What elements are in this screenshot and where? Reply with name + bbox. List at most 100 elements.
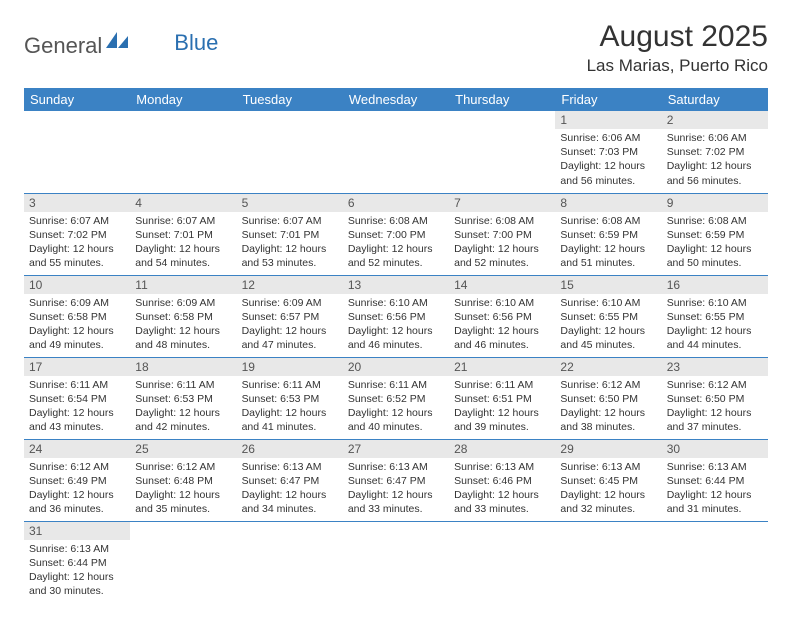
day-number: 20 bbox=[343, 358, 449, 376]
day-detail: Sunrise: 6:08 AMSunset: 6:59 PMDaylight:… bbox=[555, 212, 661, 275]
title-block: August 2025 Las Marias, Puerto Rico bbox=[587, 20, 768, 76]
day-number: 24 bbox=[24, 440, 130, 458]
calendar-cell: 7Sunrise: 6:08 AMSunset: 7:00 PMDaylight… bbox=[449, 193, 555, 275]
calendar-body: 1Sunrise: 6:06 AMSunset: 7:03 PMDaylight… bbox=[24, 111, 768, 603]
day-detail: Sunrise: 6:11 AMSunset: 6:53 PMDaylight:… bbox=[130, 376, 236, 439]
calendar-cell: 20Sunrise: 6:11 AMSunset: 6:52 PMDayligh… bbox=[343, 357, 449, 439]
calendar-cell bbox=[237, 521, 343, 603]
day-detail: Sunrise: 6:10 AMSunset: 6:56 PMDaylight:… bbox=[449, 294, 555, 357]
day-detail: Sunrise: 6:09 AMSunset: 6:58 PMDaylight:… bbox=[130, 294, 236, 357]
calendar-cell: 25Sunrise: 6:12 AMSunset: 6:48 PMDayligh… bbox=[130, 439, 236, 521]
calendar-cell: 14Sunrise: 6:10 AMSunset: 6:56 PMDayligh… bbox=[449, 275, 555, 357]
day-number: 19 bbox=[237, 358, 343, 376]
day-number: 3 bbox=[24, 194, 130, 212]
calendar-cell: 21Sunrise: 6:11 AMSunset: 6:51 PMDayligh… bbox=[449, 357, 555, 439]
day-detail: Sunrise: 6:13 AMSunset: 6:45 PMDaylight:… bbox=[555, 458, 661, 521]
day-number: 29 bbox=[555, 440, 661, 458]
calendar-cell: 28Sunrise: 6:13 AMSunset: 6:46 PMDayligh… bbox=[449, 439, 555, 521]
logo: GeneralBlue bbox=[24, 28, 218, 64]
calendar-cell bbox=[662, 521, 768, 603]
calendar-page: GeneralBlue August 2025 Las Marias, Puer… bbox=[0, 0, 792, 623]
day-detail: Sunrise: 6:11 AMSunset: 6:51 PMDaylight:… bbox=[449, 376, 555, 439]
day-detail: Sunrise: 6:07 AMSunset: 7:01 PMDaylight:… bbox=[130, 212, 236, 275]
day-detail: Sunrise: 6:10 AMSunset: 6:56 PMDaylight:… bbox=[343, 294, 449, 357]
calendar-cell: 11Sunrise: 6:09 AMSunset: 6:58 PMDayligh… bbox=[130, 275, 236, 357]
day-number: 28 bbox=[449, 440, 555, 458]
day-number: 11 bbox=[130, 276, 236, 294]
calendar-row: 17Sunrise: 6:11 AMSunset: 6:54 PMDayligh… bbox=[24, 357, 768, 439]
calendar-cell: 19Sunrise: 6:11 AMSunset: 6:53 PMDayligh… bbox=[237, 357, 343, 439]
day-detail: Sunrise: 6:09 AMSunset: 6:57 PMDaylight:… bbox=[237, 294, 343, 357]
calendar-cell: 5Sunrise: 6:07 AMSunset: 7:01 PMDaylight… bbox=[237, 193, 343, 275]
day-detail: Sunrise: 6:10 AMSunset: 6:55 PMDaylight:… bbox=[555, 294, 661, 357]
day-detail: Sunrise: 6:11 AMSunset: 6:54 PMDaylight:… bbox=[24, 376, 130, 439]
calendar-cell: 26Sunrise: 6:13 AMSunset: 6:47 PMDayligh… bbox=[237, 439, 343, 521]
weekday-header: Friday bbox=[555, 88, 661, 111]
calendar-cell: 27Sunrise: 6:13 AMSunset: 6:47 PMDayligh… bbox=[343, 439, 449, 521]
calendar-cell: 4Sunrise: 6:07 AMSunset: 7:01 PMDaylight… bbox=[130, 193, 236, 275]
calendar-cell bbox=[130, 111, 236, 193]
logo-sail-icon bbox=[106, 28, 128, 54]
calendar-table: Sunday Monday Tuesday Wednesday Thursday… bbox=[24, 88, 768, 603]
calendar-cell: 6Sunrise: 6:08 AMSunset: 7:00 PMDaylight… bbox=[343, 193, 449, 275]
day-detail: Sunrise: 6:10 AMSunset: 6:55 PMDaylight:… bbox=[662, 294, 768, 357]
day-number: 12 bbox=[237, 276, 343, 294]
calendar-cell: 2Sunrise: 6:06 AMSunset: 7:02 PMDaylight… bbox=[662, 111, 768, 193]
day-detail: Sunrise: 6:12 AMSunset: 6:50 PMDaylight:… bbox=[555, 376, 661, 439]
day-detail: Sunrise: 6:13 AMSunset: 6:46 PMDaylight:… bbox=[449, 458, 555, 521]
day-number: 22 bbox=[555, 358, 661, 376]
calendar-cell: 10Sunrise: 6:09 AMSunset: 6:58 PMDayligh… bbox=[24, 275, 130, 357]
day-number: 23 bbox=[662, 358, 768, 376]
weekday-header: Monday bbox=[130, 88, 236, 111]
calendar-cell: 16Sunrise: 6:10 AMSunset: 6:55 PMDayligh… bbox=[662, 275, 768, 357]
header: GeneralBlue August 2025 Las Marias, Puer… bbox=[24, 20, 768, 76]
day-number: 10 bbox=[24, 276, 130, 294]
day-number: 31 bbox=[24, 522, 130, 540]
day-number: 5 bbox=[237, 194, 343, 212]
location: Las Marias, Puerto Rico bbox=[587, 56, 768, 76]
calendar-cell bbox=[343, 111, 449, 193]
day-detail: Sunrise: 6:06 AMSunset: 7:02 PMDaylight:… bbox=[662, 129, 768, 192]
calendar-row: 1Sunrise: 6:06 AMSunset: 7:03 PMDaylight… bbox=[24, 111, 768, 193]
logo-text-blue: Blue bbox=[174, 30, 218, 56]
calendar-cell bbox=[449, 111, 555, 193]
day-detail: Sunrise: 6:13 AMSunset: 6:44 PMDaylight:… bbox=[662, 458, 768, 521]
weekday-header: Sunday bbox=[24, 88, 130, 111]
calendar-cell bbox=[24, 111, 130, 193]
calendar-row: 24Sunrise: 6:12 AMSunset: 6:49 PMDayligh… bbox=[24, 439, 768, 521]
calendar-row: 3Sunrise: 6:07 AMSunset: 7:02 PMDaylight… bbox=[24, 193, 768, 275]
calendar-cell bbox=[555, 521, 661, 603]
day-number: 30 bbox=[662, 440, 768, 458]
weekday-header: Thursday bbox=[449, 88, 555, 111]
calendar-cell bbox=[343, 521, 449, 603]
calendar-cell bbox=[237, 111, 343, 193]
calendar-cell: 3Sunrise: 6:07 AMSunset: 7:02 PMDaylight… bbox=[24, 193, 130, 275]
day-detail: Sunrise: 6:13 AMSunset: 6:47 PMDaylight:… bbox=[237, 458, 343, 521]
weekday-header-row: Sunday Monday Tuesday Wednesday Thursday… bbox=[24, 88, 768, 111]
calendar-cell: 18Sunrise: 6:11 AMSunset: 6:53 PMDayligh… bbox=[130, 357, 236, 439]
day-detail: Sunrise: 6:09 AMSunset: 6:58 PMDaylight:… bbox=[24, 294, 130, 357]
day-detail: Sunrise: 6:08 AMSunset: 7:00 PMDaylight:… bbox=[343, 212, 449, 275]
day-detail: Sunrise: 6:12 AMSunset: 6:48 PMDaylight:… bbox=[130, 458, 236, 521]
calendar-cell: 31Sunrise: 6:13 AMSunset: 6:44 PMDayligh… bbox=[24, 521, 130, 603]
day-number: 21 bbox=[449, 358, 555, 376]
weekday-header: Saturday bbox=[662, 88, 768, 111]
calendar-cell: 24Sunrise: 6:12 AMSunset: 6:49 PMDayligh… bbox=[24, 439, 130, 521]
calendar-cell bbox=[449, 521, 555, 603]
day-number: 4 bbox=[130, 194, 236, 212]
day-number: 14 bbox=[449, 276, 555, 294]
calendar-cell bbox=[130, 521, 236, 603]
calendar-cell: 30Sunrise: 6:13 AMSunset: 6:44 PMDayligh… bbox=[662, 439, 768, 521]
calendar-cell: 23Sunrise: 6:12 AMSunset: 6:50 PMDayligh… bbox=[662, 357, 768, 439]
day-number: 15 bbox=[555, 276, 661, 294]
day-number: 1 bbox=[555, 111, 661, 129]
calendar-cell: 29Sunrise: 6:13 AMSunset: 6:45 PMDayligh… bbox=[555, 439, 661, 521]
day-detail: Sunrise: 6:12 AMSunset: 6:50 PMDaylight:… bbox=[662, 376, 768, 439]
day-number: 7 bbox=[449, 194, 555, 212]
calendar-cell: 12Sunrise: 6:09 AMSunset: 6:57 PMDayligh… bbox=[237, 275, 343, 357]
day-number: 18 bbox=[130, 358, 236, 376]
calendar-cell: 8Sunrise: 6:08 AMSunset: 6:59 PMDaylight… bbox=[555, 193, 661, 275]
day-number: 2 bbox=[662, 111, 768, 129]
day-number: 8 bbox=[555, 194, 661, 212]
calendar-cell: 9Sunrise: 6:08 AMSunset: 6:59 PMDaylight… bbox=[662, 193, 768, 275]
